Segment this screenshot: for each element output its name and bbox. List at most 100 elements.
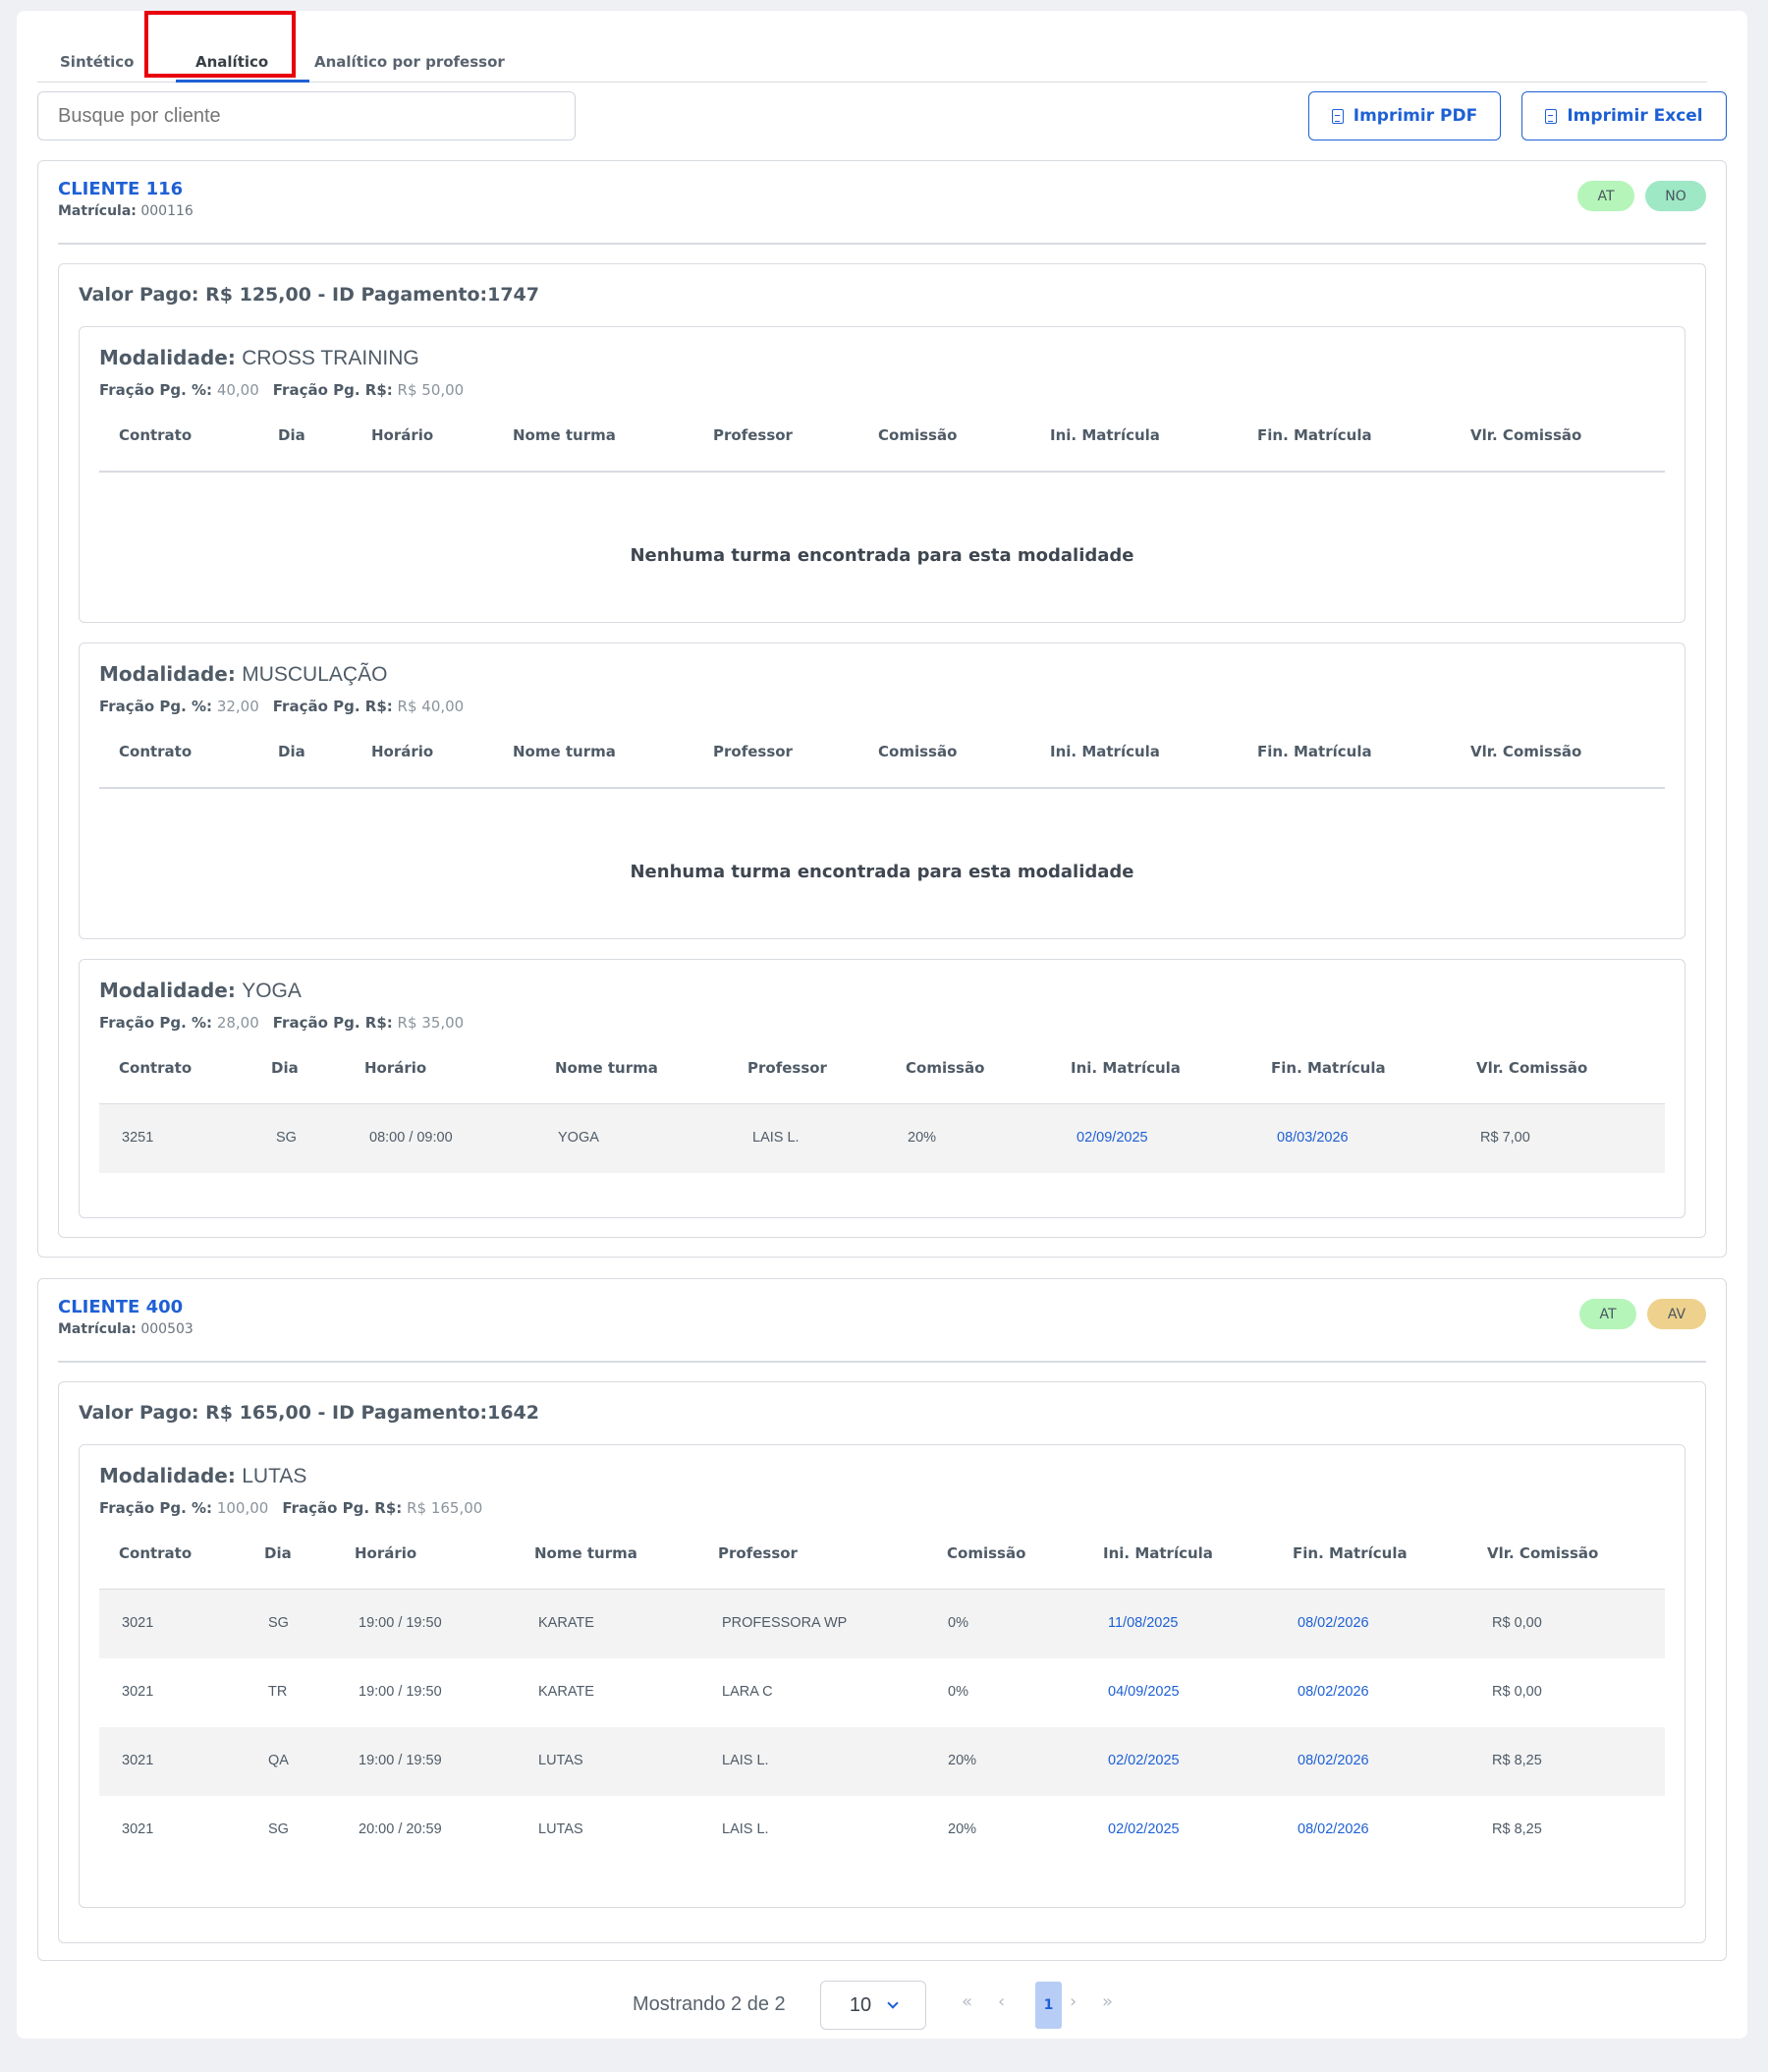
client-matricula: Matrícula: 000503 <box>58 1321 193 1337</box>
cell-horario: 19:00 / 19:50 <box>359 1684 442 1700</box>
cell-comissao: 0% <box>948 1615 968 1631</box>
modalidade-title: Modalidade: MUSCULAÇÃO <box>99 662 388 686</box>
divider <box>58 243 1706 245</box>
cell-professor: LARA C <box>722 1684 773 1700</box>
modalidade-card: Modalidade: LUTAS Fração Pg. %: 100,00 Fr… <box>79 1444 1685 1908</box>
cell-ini-matricula[interactable]: 02/09/2025 <box>1077 1130 1148 1146</box>
highlight-box <box>144 11 296 78</box>
cell-ini-matricula[interactable]: 04/09/2025 <box>1108 1684 1180 1700</box>
column-header: Nome turma <box>555 1059 658 1077</box>
last-page-icon[interactable]: » <box>1102 1991 1114 2012</box>
page-size-select[interactable]: 10 <box>820 1981 926 2030</box>
cell-dia: SG <box>268 1821 289 1837</box>
cell-nome-turma: LUTAS <box>538 1753 583 1768</box>
column-header: Ini. Matrícula <box>1050 743 1160 760</box>
column-header: Fin. Matrícula <box>1293 1544 1408 1562</box>
cell-comissao: 20% <box>948 1821 977 1837</box>
cell-horario: 20:00 / 20:59 <box>359 1821 442 1837</box>
column-header: Comissão <box>947 1544 1026 1562</box>
document-icon <box>1331 108 1344 124</box>
cell-contrato: 3021 <box>122 1753 154 1768</box>
cell-fin-matricula[interactable]: 08/02/2026 <box>1298 1615 1369 1631</box>
next-page-icon[interactable]: › <box>1070 1991 1077 2012</box>
column-header: Fin. Matrícula <box>1257 743 1372 760</box>
cell-fin-matricula[interactable]: 08/03/2026 <box>1277 1130 1349 1146</box>
cell-fin-matricula[interactable]: 08/02/2026 <box>1298 1821 1369 1837</box>
previous-page-icon[interactable]: ‹ <box>998 1991 1006 2012</box>
column-header: Ini. Matrícula <box>1071 1059 1181 1077</box>
client-matricula: Matrícula: 000116 <box>58 203 193 219</box>
cell-dia: TR <box>268 1684 288 1700</box>
payment-title: Valor Pago: R$ 165,00 - ID Pagamento:164… <box>79 1402 539 1424</box>
column-header: Nome turma <box>513 743 616 760</box>
modalidade-title: Modalidade: CROSS TRAINING <box>99 346 419 369</box>
column-header: Dia <box>278 743 305 760</box>
column-header: Ini. Matrícula <box>1050 426 1160 444</box>
document-icon <box>1545 108 1558 124</box>
print-excel-button[interactable]: Imprimir Excel <box>1521 91 1727 140</box>
chevron-down-icon <box>887 1996 899 2009</box>
column-header: Fin. Matrícula <box>1257 426 1372 444</box>
cell-fin-matricula[interactable]: 08/02/2026 <box>1298 1753 1369 1768</box>
table-header-line <box>99 787 1665 789</box>
page-button-current[interactable]: 1 <box>1035 1982 1062 2029</box>
column-header: Vlr. Comissão <box>1470 743 1582 760</box>
cell-vlr-comissao: R$ 0,00 <box>1492 1615 1542 1631</box>
active-tab-indicator <box>176 80 309 83</box>
cell-horario: 19:00 / 19:50 <box>359 1615 442 1631</box>
cell-dia: SG <box>268 1615 289 1631</box>
cell-comissao: 0% <box>948 1684 968 1700</box>
print-excel-label: Imprimir Excel <box>1567 106 1703 126</box>
cell-vlr-comissao: R$ 0,00 <box>1492 1684 1542 1700</box>
print-pdf-button[interactable]: Imprimir PDF <box>1308 91 1501 140</box>
status-badge-av: AV <box>1647 1299 1706 1329</box>
column-header: Professor <box>713 743 793 760</box>
column-header: Comissão <box>906 1059 985 1077</box>
client-card: CLIENTE 116 Matrícula: 000116 AT NO Valo… <box>37 160 1727 1258</box>
cell-ini-matricula[interactable]: 02/02/2025 <box>1108 1753 1180 1768</box>
cell-professor: LAIS L. <box>722 1821 769 1837</box>
cell-ini-matricula[interactable]: 11/08/2025 <box>1108 1615 1179 1631</box>
cell-vlr-comissao: R$ 7,00 <box>1480 1130 1530 1146</box>
client-name[interactable]: CLIENTE 400 <box>58 1297 184 1317</box>
cell-professor: LAIS L. <box>752 1130 800 1146</box>
modalidade-card: Modalidade: MUSCULAÇÃO Fração Pg. %: 32,… <box>79 643 1685 939</box>
column-header: Vlr. Comissão <box>1476 1059 1588 1077</box>
cell-contrato: 3021 <box>122 1615 154 1631</box>
page-size-value: 10 <box>849 1993 872 2016</box>
cell-contrato: 3021 <box>122 1821 154 1837</box>
first-page-icon[interactable]: « <box>962 1991 973 2012</box>
column-header: Professor <box>718 1544 798 1562</box>
print-pdf-label: Imprimir PDF <box>1353 106 1478 126</box>
column-header: Contrato <box>119 1059 193 1077</box>
modalidade-card: Modalidade: CROSS TRAINING Fração Pg. %:… <box>79 326 1685 623</box>
column-header: Nome turma <box>534 1544 637 1562</box>
table-row: 3251 SG 08:00 / 09:00 YOGA LAIS L. 20% 0… <box>99 1104 1665 1173</box>
search-input[interactable] <box>37 91 576 140</box>
cell-fin-matricula[interactable]: 08/02/2026 <box>1298 1684 1369 1700</box>
column-header: Contrato <box>119 426 193 444</box>
cell-comissao: 20% <box>948 1753 977 1768</box>
column-header: Professor <box>747 1059 827 1077</box>
tab-analitico[interactable]: Analítico <box>195 53 269 71</box>
column-header: Horário <box>355 1544 417 1562</box>
pagination-summary: Mostrando 2 de 2 <box>633 1993 786 2015</box>
column-header: Horário <box>364 1059 427 1077</box>
cell-vlr-comissao: R$ 8,25 <box>1492 1821 1542 1837</box>
tab-sintetico[interactable]: Sintético <box>60 53 135 71</box>
column-header: Dia <box>264 1544 292 1562</box>
column-header: Ini. Matrícula <box>1103 1544 1213 1562</box>
client-name[interactable]: CLIENTE 116 <box>58 179 184 199</box>
payment-card: Valor Pago: R$ 165,00 - ID Pagamento:164… <box>58 1381 1706 1943</box>
cell-contrato: 3021 <box>122 1684 154 1700</box>
column-header: Contrato <box>119 743 193 760</box>
cell-nome-turma: KARATE <box>538 1684 594 1700</box>
cell-ini-matricula[interactable]: 02/02/2025 <box>1108 1821 1180 1837</box>
fracao-info: Fração Pg. %: 40,00 Fração Pg. R$: R$ 50,… <box>99 381 465 399</box>
column-header: Horário <box>371 743 434 760</box>
cell-nome-turma: LUTAS <box>538 1821 583 1837</box>
column-header: Fin. Matrícula <box>1271 1059 1386 1077</box>
tab-analitico-por-professor[interactable]: Analítico por professor <box>314 53 505 71</box>
empty-message: Nenhuma turma encontrada para esta modal… <box>630 545 1134 566</box>
client-card: CLIENTE 400 Matrícula: 000503 AT AV Valo… <box>37 1278 1727 1961</box>
